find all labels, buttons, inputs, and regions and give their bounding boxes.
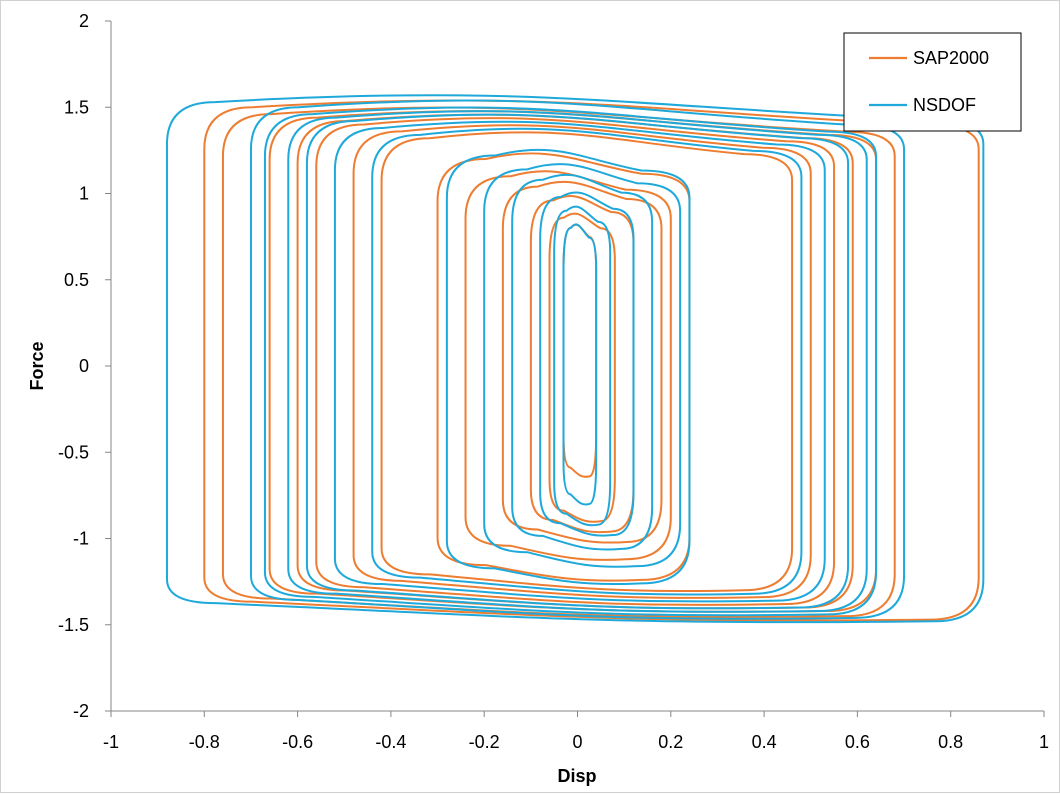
legend-label-nsdof: NSDOF (913, 95, 976, 115)
y-axis-title: Force (27, 341, 47, 390)
loop-nsdof-2 (263, 106, 878, 617)
loop-nsdof-11 (553, 205, 612, 527)
y-tick-label: -0.5 (58, 442, 89, 462)
loop-sap2000-7 (436, 152, 691, 582)
x-tick-label: 1 (1039, 732, 1049, 752)
legend-box (843, 32, 1022, 132)
loop-nsdof-1 (249, 99, 906, 620)
y-tick-label: 0.5 (64, 270, 89, 290)
loop-sap2000-4 (315, 117, 836, 606)
loop-nsdof-0 (165, 94, 985, 624)
x-tick-label: -0.4 (375, 732, 406, 752)
loop-nsdof-12 (562, 223, 598, 506)
x-tick-label: 0.4 (752, 732, 777, 752)
x-tick-label: -0.8 (189, 732, 220, 752)
loop-sap2000-2 (268, 110, 878, 613)
loop-sap2000-12 (562, 223, 598, 478)
x-tick-label: 0 (572, 732, 582, 752)
y-tick-label: -1 (73, 529, 89, 549)
loop-sap2000-5 (352, 124, 812, 599)
y-tick-label: -1.5 (58, 615, 89, 635)
x-tick-label: -1 (103, 732, 119, 752)
legend-label-sap2000: SAP2000 (913, 48, 989, 68)
x-tick-label: 0.6 (845, 732, 870, 752)
y-tick-label: -2 (73, 701, 89, 721)
loop-nsdof-4 (305, 113, 850, 610)
x-tick-label: -0.2 (469, 732, 500, 752)
y-tick-label: 2 (79, 11, 89, 31)
loop-nsdof-8 (483, 163, 682, 568)
loop-sap2000-0 (203, 99, 980, 622)
loop-sap2000-11 (548, 212, 616, 523)
loop-nsdof-10 (539, 191, 635, 537)
legend: SAP2000 NSDOF (843, 32, 1022, 132)
loop-nsdof-5 (333, 120, 826, 603)
series-nsdof (165, 94, 985, 624)
x-axis-title: Disp (557, 766, 596, 786)
loop-sap2000-10 (529, 195, 635, 534)
loop-sap2000-9 (501, 180, 663, 544)
x-tick-group: -1 -0.8 -0.6 -0.4 -0.2 0 0.2 0.4 0.6 0.8 1 (103, 711, 1049, 752)
loop-sap2000-6 (380, 131, 794, 593)
y-tick-label: 0 (79, 356, 89, 376)
loop-nsdof-7 (445, 148, 691, 586)
series-layer (165, 94, 985, 624)
y-tick-group: 2 1.5 1 0.5 0 -0.5 -1 -1.5 -2 (58, 11, 111, 721)
loop-nsdof-3 (287, 110, 868, 613)
series-sap2000 (203, 99, 980, 622)
x-tick-label: -0.6 (282, 732, 313, 752)
x-tick-label: 0.8 (938, 732, 963, 752)
loop-nsdof-9 (511, 173, 654, 551)
y-tick-label: 1.5 (64, 97, 89, 117)
y-tick-label: 1 (79, 184, 89, 204)
loop-nsdof-6 (371, 127, 803, 596)
loop-sap2000-8 (464, 170, 672, 561)
x-tick-label: 0.2 (658, 732, 683, 752)
